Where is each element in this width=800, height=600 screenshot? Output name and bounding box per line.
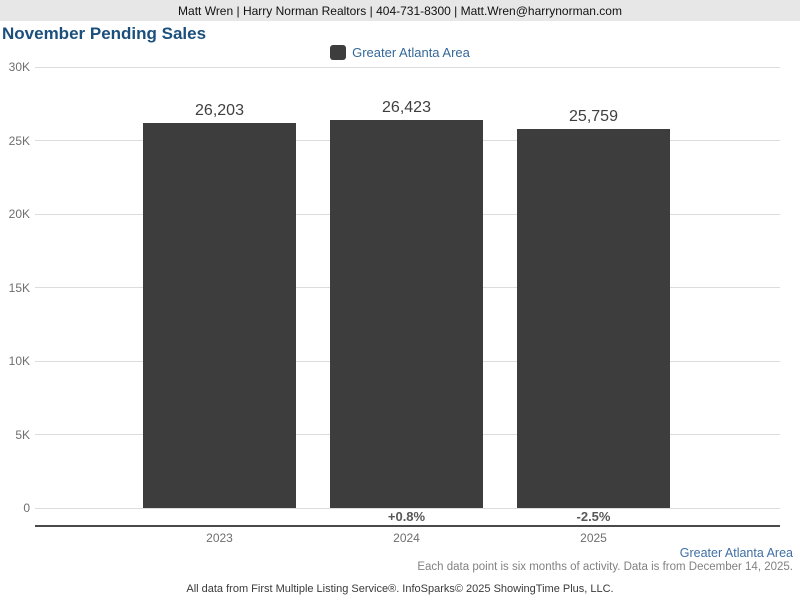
- x-axis-label: 2024: [393, 531, 420, 545]
- agent-contact-bar: Matt Wren | Harry Norman Realtors | 404-…: [0, 0, 800, 21]
- y-axis-tick-label: 10K: [8, 354, 30, 368]
- plot-area: 26,203 26,423 25,759: [35, 66, 780, 509]
- footer-attribution: All data from First Multiple Listing Ser…: [186, 583, 614, 595]
- x-axis-label: 2023: [206, 531, 233, 545]
- y-axis-tick-label: 15K: [8, 280, 30, 295]
- gridline: [35, 66, 780, 68]
- agent-contact-text: Matt Wren | Harry Norman Realtors | 404-…: [178, 3, 622, 18]
- legend-label[interactable]: Greater Atlanta Area: [352, 45, 470, 60]
- bar-2025[interactable]: [517, 129, 670, 508]
- legend: Greater Atlanta Area: [0, 45, 800, 60]
- y-axis-tick-label: 30K: [8, 60, 30, 74]
- pct-change-label: -2.5%: [576, 509, 611, 524]
- pct-change-label: +0.8%: [387, 509, 426, 524]
- bar-2023[interactable]: [143, 122, 296, 508]
- bar-value-label: 26,203: [195, 101, 244, 119]
- x-axis-label: 2025: [580, 531, 607, 545]
- bar-value-label: 26,423: [382, 98, 431, 116]
- gridline: [35, 507, 780, 509]
- bar-value-label: 25,759: [569, 108, 618, 126]
- y-axis-tick-label: 5K: [15, 427, 30, 442]
- footer-area-label[interactable]: Greater Atlanta Area: [679, 546, 793, 560]
- bar-2024[interactable]: [330, 119, 483, 508]
- y-axis-tick-label: 20K: [8, 207, 30, 221]
- page-title: November Pending Sales: [2, 24, 207, 43]
- legend-swatch-icon[interactable]: [330, 45, 347, 60]
- footer-data-note: Each data point is six months of activit…: [417, 561, 793, 573]
- y-axis-tick-label: 25K: [8, 133, 30, 148]
- x-axis-line: [35, 525, 780, 527]
- y-axis-tick-label: 0: [23, 501, 30, 515]
